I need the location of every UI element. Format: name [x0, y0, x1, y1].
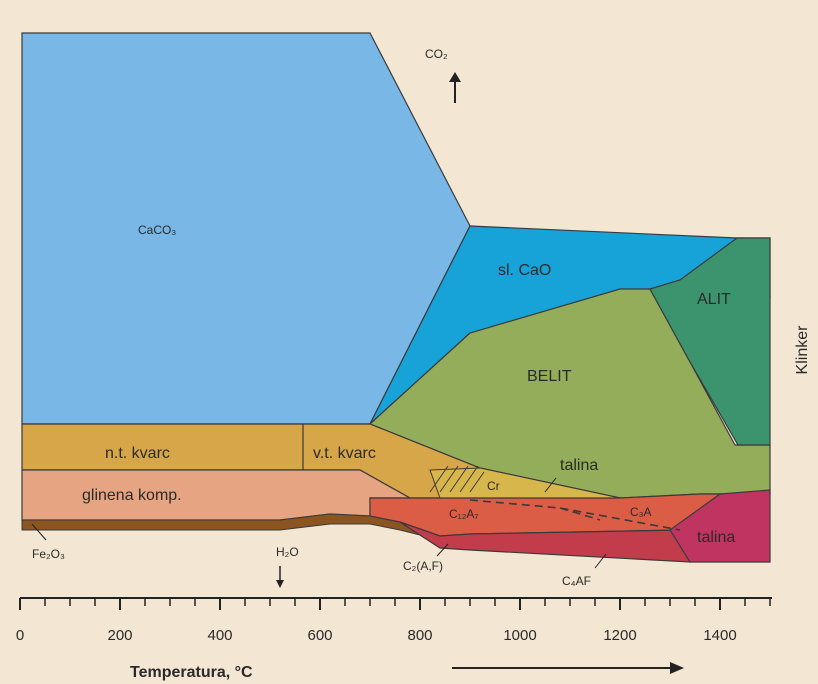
c4af-label: C₄AF [562, 574, 591, 588]
alit-region [649, 237, 771, 446]
tick-label: 1200 [603, 627, 636, 644]
vt-kvarc-label: v.t. kvarc [313, 445, 376, 462]
tick-label: 600 [307, 627, 332, 644]
direction-arrow-head [670, 662, 684, 674]
tick-label: 800 [407, 627, 432, 644]
c4af-leader [594, 553, 607, 569]
dashed-boundary [469, 499, 681, 531]
clay-band [21, 469, 413, 521]
co2-label: CO₂ [425, 47, 448, 61]
nt-kvarc-label: n.t. kvarc [105, 445, 170, 462]
glinena-label: glinena komp. [82, 487, 182, 504]
cr-label: Cr [487, 479, 500, 493]
tick-label: 400 [207, 627, 232, 644]
c3a-label: C₃A [630, 505, 652, 519]
co2-arrow-head [449, 72, 461, 82]
fe2o3-label: Fe₂O₃ [32, 547, 65, 561]
h2o-label: H₂O [276, 545, 299, 559]
x-axis-tick-labels: 0 200 400 600 800 1000 1200 1400 [16, 627, 737, 644]
talina-right-zone [669, 489, 771, 563]
klinker-label: Klinker [794, 325, 811, 375]
dashed-boundary-2 [559, 507, 601, 521]
c2af-leader [436, 543, 449, 557]
cr-hatch [429, 465, 485, 493]
tick-label: 1000 [503, 627, 536, 644]
tick-label: 200 [107, 627, 132, 644]
caco3-label: CaCO₃ [138, 223, 176, 237]
sl-cao-label: sl. CaO [498, 262, 551, 279]
alit-label: ALIT [697, 291, 731, 308]
fe2o3-leader [31, 523, 47, 541]
x-axis-title: Temperatura, °C [130, 664, 253, 681]
c12a7-label: C₁₂A₇ [449, 507, 479, 521]
talina-right-label: talina [697, 529, 735, 546]
tick-label: 1400 [703, 627, 736, 644]
tick-label: 0 [16, 627, 24, 644]
h2o-arrow-head [276, 580, 284, 588]
c2af-label: C₂(A,F) [403, 559, 443, 573]
x-axis-ticks [19, 598, 771, 610]
talina-upper-label: talina [560, 457, 598, 474]
talina-leader [544, 477, 557, 493]
belit-label: BELIT [527, 368, 572, 385]
